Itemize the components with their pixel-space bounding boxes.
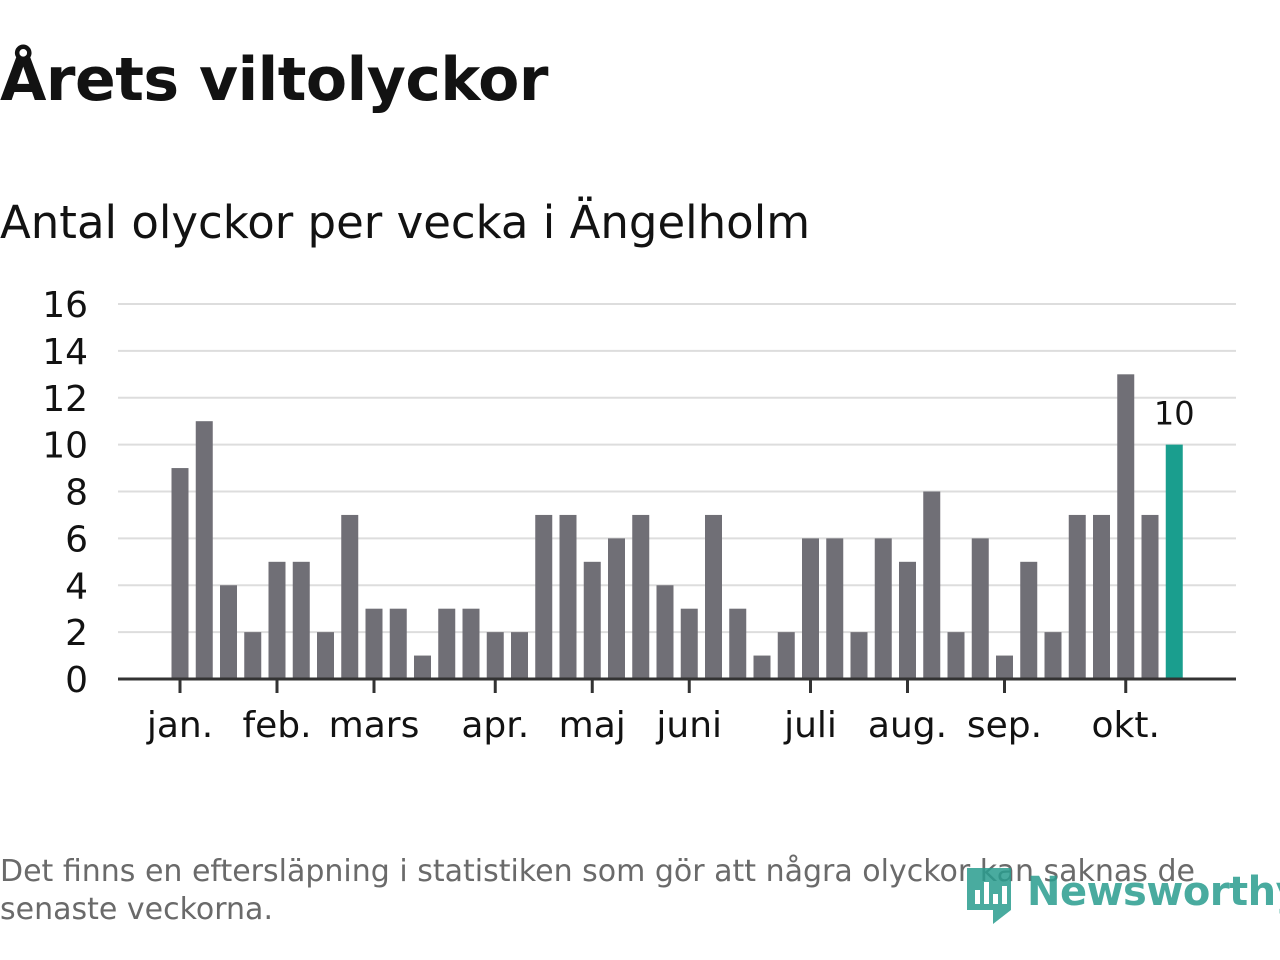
bar xyxy=(1068,514,1086,679)
x-tick-label: jan. xyxy=(146,705,213,746)
x-tick-label: sep. xyxy=(967,705,1042,746)
x-tick-label: apr. xyxy=(461,705,529,746)
chart-title: Årets viltolyckor xyxy=(0,45,549,115)
bar xyxy=(438,608,456,679)
bar xyxy=(365,608,383,679)
bar xyxy=(753,655,771,679)
bar xyxy=(1141,514,1159,679)
bar xyxy=(1044,632,1062,679)
bar xyxy=(195,421,213,679)
x-axis: jan. feb. mars apr. maj juni juli aug. sep. okt. xyxy=(118,677,1236,746)
bar xyxy=(462,608,480,679)
bar xyxy=(680,608,698,679)
bar xyxy=(1117,374,1135,679)
bar xyxy=(414,655,431,679)
chart-subtitle: Antal olyckor per vecka i Ängelholm xyxy=(0,196,811,249)
bar xyxy=(1093,514,1110,679)
bar xyxy=(777,632,795,679)
y-tick-label: 12 xyxy=(42,379,88,420)
bar xyxy=(996,655,1013,679)
y-axis-labels: 0 2 4 6 8 10 12 14 16 xyxy=(42,285,88,701)
brand-logo: Newsworthy xyxy=(963,858,1280,926)
bar xyxy=(899,561,916,679)
y-tick-label: 16 xyxy=(42,285,88,326)
y-tick-label: 6 xyxy=(65,519,88,560)
bar xyxy=(1020,561,1038,679)
bar xyxy=(583,561,601,679)
gridlines xyxy=(118,303,1236,634)
bar xyxy=(656,585,674,679)
bar xyxy=(317,632,334,679)
bar-highlight xyxy=(1165,444,1183,679)
bars: 10 xyxy=(171,374,1195,679)
x-tick-label: juli xyxy=(783,705,837,746)
bar xyxy=(341,514,359,679)
bar xyxy=(826,538,844,679)
newsworthy-logo-icon xyxy=(967,868,1011,924)
bar xyxy=(244,632,262,679)
x-tick-label: okt. xyxy=(1092,705,1160,746)
bar xyxy=(389,608,407,679)
brand-name: Newsworthy xyxy=(1027,869,1280,915)
bar xyxy=(220,585,237,679)
y-tick-label: 10 xyxy=(42,426,88,467)
y-tick-label: 4 xyxy=(65,566,88,607)
x-tick-label: maj xyxy=(559,705,626,746)
bar xyxy=(802,538,819,679)
bar xyxy=(850,632,868,679)
bar xyxy=(947,632,965,679)
x-tick-label: juni xyxy=(655,705,722,746)
bar xyxy=(535,514,553,679)
bar-chart: 0 2 4 6 8 10 12 14 16 10 jan. feb. mars apr. maj juni… xyxy=(42,285,1236,746)
bar xyxy=(874,538,892,679)
y-tick-label: 8 xyxy=(65,473,88,514)
bar xyxy=(486,632,504,679)
y-tick-label: 0 xyxy=(65,660,88,701)
y-tick-label: 2 xyxy=(65,613,88,654)
bar xyxy=(729,608,747,679)
bar xyxy=(292,561,310,679)
bar xyxy=(268,561,286,679)
bar xyxy=(632,514,650,679)
x-tick-label: mars xyxy=(329,705,420,746)
bar xyxy=(923,491,941,679)
data-label: 10 xyxy=(1154,395,1195,433)
bar xyxy=(608,538,625,679)
bar xyxy=(511,632,528,679)
x-tick-label: feb. xyxy=(242,705,311,746)
bar xyxy=(971,538,989,679)
y-tick-label: 14 xyxy=(42,332,88,373)
bar xyxy=(559,514,577,679)
bar xyxy=(171,468,189,679)
bar xyxy=(705,514,722,679)
x-tick-label: aug. xyxy=(868,705,947,746)
